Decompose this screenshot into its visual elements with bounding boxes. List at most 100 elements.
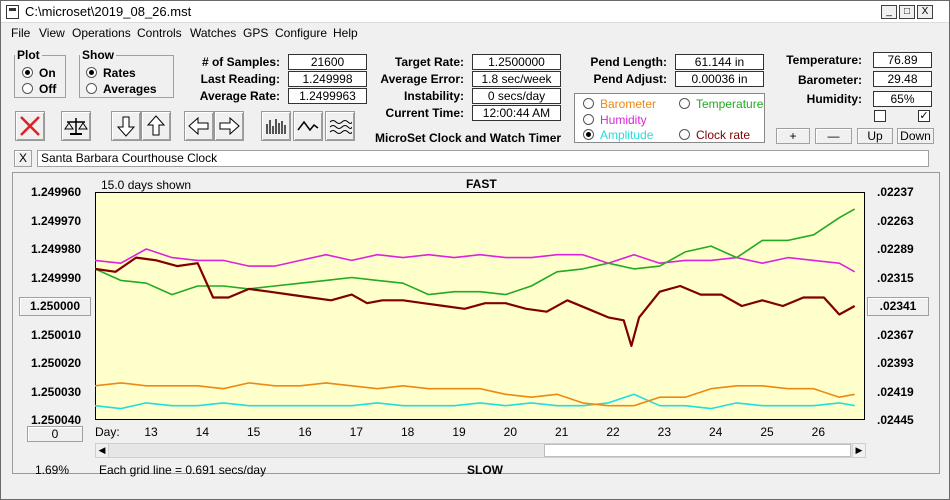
x-tick-day: 24 <box>709 425 723 439</box>
y-tick-right: .02419 <box>877 384 914 399</box>
last-reading-value: 1.249998 <box>288 71 367 87</box>
radio-checked-icon <box>86 67 97 78</box>
show-group-label: Show <box>82 48 114 62</box>
x-tick-day: 25 <box>760 425 774 439</box>
line-graph-icon <box>297 120 319 132</box>
radio-unchecked-icon <box>679 98 690 109</box>
minus-button[interactable]: — <box>815 128 852 144</box>
barometer-value: 29.48 <box>873 71 932 87</box>
series-temperature-radio[interactable]: Temperature <box>679 97 763 111</box>
series-amplitude-label: Amplitude <box>600 128 654 142</box>
x-tick-day: 20 <box>503 425 518 439</box>
show-rates-radio[interactable]: Rates <box>86 66 136 80</box>
menu-operations[interactable]: Operations <box>72 26 131 40</box>
show-group: Show <box>79 48 174 98</box>
plot-on-radio[interactable]: On <box>22 66 56 80</box>
close-button[interactable]: X <box>917 5 933 19</box>
plot-on-label: On <box>39 66 56 80</box>
menu-view[interactable]: View <box>39 26 65 40</box>
x-tick-day: 17 <box>349 425 364 439</box>
target-rate-value: 1.2500000 <box>472 54 561 70</box>
scroll-thumb[interactable] <box>544 444 851 457</box>
percent-label: 1.69% <box>35 463 70 477</box>
plot-off-radio[interactable]: Off <box>22 82 56 96</box>
menu-watches[interactable]: Watches <box>190 26 237 40</box>
up-button[interactable]: Up <box>857 128 893 144</box>
instability-value: 0 secs/day <box>472 88 561 104</box>
wave-graph-icon <box>329 120 352 134</box>
arrow-right-button[interactable] <box>214 111 244 141</box>
x-tick-day: 16 <box>298 425 312 439</box>
balance-button[interactable] <box>61 111 91 141</box>
radio-checked-icon <box>22 67 33 78</box>
arrow-up-icon <box>146 115 166 136</box>
y-tick-left: 1.249980 <box>31 242 82 256</box>
current-time-value: 12:00:44 AM <box>472 105 561 121</box>
barometer-label: Barometer: <box>797 73 862 87</box>
pend-adjust-value: 0.00036 in <box>675 71 764 87</box>
y-tick-left: 1.250030 <box>31 384 82 399</box>
balance-scale-icon <box>64 118 88 135</box>
red-x-icon <box>20 116 40 136</box>
instability-label: Instability: <box>403 89 464 103</box>
offset-button[interactable]: 0 <box>27 426 83 442</box>
center-rate-button[interactable]: 1.250000 <box>19 297 91 316</box>
y-tick-left: 1.249960 <box>31 185 82 199</box>
series-amplitude-radio[interactable]: Amplitude <box>583 128 653 142</box>
slow-label: SLOW <box>467 463 503 477</box>
days-shown-label: 15.0 days shown <box>101 178 192 192</box>
menu-bar: File View Operations Controls Watches GP… <box>1 24 949 43</box>
grid-info-label: Each grid line = 0.691 secs/day <box>99 463 267 477</box>
average-rate-value: 1.2499963 <box>288 88 367 104</box>
pend-length-value: 61.144 in <box>675 54 764 70</box>
menu-configure[interactable]: Configure <box>275 26 328 40</box>
arrow-down-button[interactable] <box>111 111 141 141</box>
series-barometer-radio[interactable]: Barometer <box>583 97 656 111</box>
series-humidity-label: Humidity <box>600 113 647 127</box>
x-tick-day: 19 <box>452 425 466 439</box>
clear-watch-button[interactable]: X <box>14 150 32 167</box>
y-tick-right: .02315 <box>877 270 914 285</box>
minimize-button[interactable]: _ <box>881 5 897 19</box>
series-clock-rate-radio[interactable]: Clock rate <box>679 128 750 142</box>
menu-controls[interactable]: Controls <box>137 26 182 40</box>
scroll-left-arrow-icon[interactable]: ◀ <box>95 443 109 458</box>
pend-length-label: Pend Length: <box>590 55 667 69</box>
series-clock-rate <box>95 256 856 347</box>
plus-button[interactable]: + <box>776 128 810 144</box>
env-checkbox-1[interactable] <box>874 110 886 122</box>
series-barometer <box>95 382 855 407</box>
line-graph-button[interactable] <box>293 111 323 141</box>
menu-help[interactable]: Help <box>333 26 358 40</box>
x-tick-day: 26 <box>811 425 826 439</box>
x-tick-day: 21 <box>555 425 569 439</box>
series-temperature <box>95 208 856 296</box>
humidity-label: Humidity: <box>806 92 862 106</box>
y-tick-right: .02237 <box>877 185 914 199</box>
temperature-label: Temperature: <box>786 53 862 67</box>
menu-file[interactable]: File <box>11 26 31 40</box>
show-averages-radio[interactable]: Averages <box>86 82 157 96</box>
scroll-right-arrow-icon[interactable]: ▶ <box>852 443 866 458</box>
env-checkbox-2[interactable]: ✓ <box>918 110 930 122</box>
down-button[interactable]: Down <box>897 128 934 144</box>
title-bar: C:\microset\2019_08_26.mst _ □ X <box>1 1 949 23</box>
fast-label: FAST <box>466 177 497 191</box>
stop-button[interactable] <box>15 111 45 141</box>
center-right-button[interactable]: .02341 <box>867 297 929 316</box>
last-reading-label: Last Reading: <box>200 72 280 86</box>
bar-graph-button[interactable] <box>261 111 291 141</box>
plot-group: Plot <box>14 48 66 98</box>
samples-label: # of Samples: <box>201 55 280 69</box>
day-axis-prefix: Day: <box>95 425 120 439</box>
watch-name-field[interactable]: Santa Barbara Courthouse Clock <box>37 150 929 167</box>
arrow-up-button[interactable] <box>141 111 171 141</box>
wave-graph-button[interactable] <box>325 111 355 141</box>
y-tick-left: 1.250040 <box>31 413 82 427</box>
maximize-button[interactable]: □ <box>899 5 915 19</box>
menu-gps[interactable]: GPS <box>243 26 269 40</box>
arrow-left-button[interactable] <box>184 111 214 141</box>
series-humidity-radio[interactable]: Humidity <box>583 113 647 127</box>
bar-graph-icon <box>266 119 286 134</box>
